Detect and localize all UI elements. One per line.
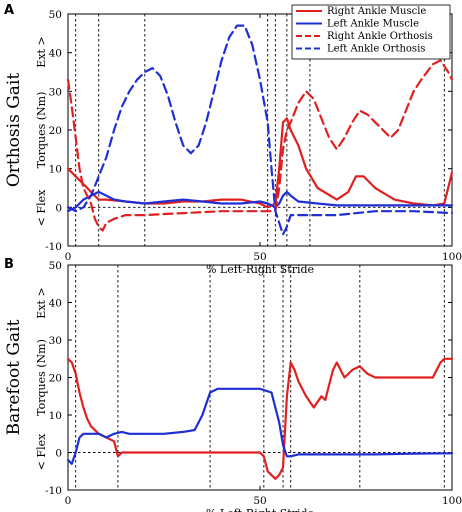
x-axis-label: % Left-Right Stride — [206, 507, 314, 512]
x-tick-label: 100 — [442, 495, 462, 507]
y-axis-label: Torques (Nm) — [35, 92, 48, 169]
y-tick-label: 20 — [49, 373, 62, 385]
series-line-left-ankle-orthosis — [66, 24, 454, 236]
x-tick-label: 50 — [253, 251, 266, 263]
y-tick-label: 40 — [49, 48, 62, 60]
y-axis-label: Torques (Nm) — [35, 339, 48, 416]
row-label: Barefoot Gait — [4, 319, 24, 435]
legend-entry: Left Ankle Muscle — [327, 19, 419, 30]
y-tick-label: 30 — [49, 86, 62, 98]
y-tick-label: 30 — [49, 335, 62, 347]
y-tick-label: 10 — [49, 410, 62, 422]
y-axis-flex-label: < Flex — [35, 433, 48, 470]
x-tick-label: 0 — [65, 251, 72, 263]
y-tick-label: 40 — [49, 298, 62, 310]
legend-entry: Right Ankle Orthosis — [327, 31, 433, 42]
row-label: Orthosis Gait — [4, 73, 24, 188]
panel-letter: A — [4, 3, 14, 18]
y-axis-ext-label: Ext > — [35, 287, 48, 318]
y-tick-label: -10 — [45, 241, 62, 253]
legend-box — [291, 4, 451, 60]
y-tick-label: 10 — [49, 164, 62, 176]
y-tick-label: 0 — [55, 202, 62, 214]
legend-entry: Left Ankle Orthosis — [327, 44, 425, 55]
y-axis-ext-label: Ext > — [35, 36, 48, 67]
legend-entry: Right Ankle Muscle — [327, 6, 426, 17]
x-tick-label: 0 — [65, 495, 72, 507]
x-axis-label: % Left-Right Stride — [206, 263, 314, 276]
series-line-left-ankle-muscle — [66, 387, 454, 465]
series-line-left-ankle-muscle — [66, 190, 454, 213]
y-tick-label: -10 — [45, 485, 62, 497]
x-tick-label: 100 — [442, 251, 462, 263]
panel-letter: B — [4, 257, 14, 272]
series-line-right-ankle-muscle — [66, 357, 454, 480]
y-tick-label: 20 — [49, 125, 62, 137]
y-axis-flex-label: < Flex — [35, 189, 48, 226]
x-tick-label: 50 — [253, 495, 266, 507]
y-tick-label: 50 — [49, 9, 62, 21]
series-line-right-ankle-muscle — [66, 117, 454, 209]
y-tick-label: 0 — [55, 448, 62, 460]
y-tick-label: 50 — [49, 260, 62, 272]
series-line-right-ankle-orthosis — [66, 59, 454, 232]
